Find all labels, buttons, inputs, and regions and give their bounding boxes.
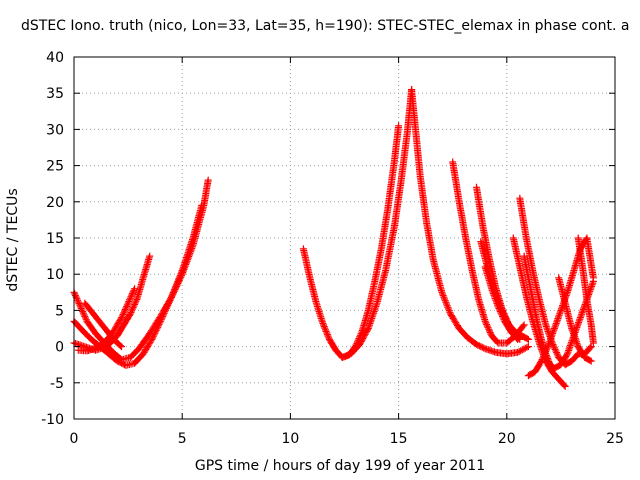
y-tick-label: 30: [46, 122, 64, 138]
series-1: [70, 176, 212, 364]
series-6: [299, 122, 403, 361]
series-markers: [449, 158, 528, 347]
x-tick-label: 20: [498, 431, 516, 447]
series-markers: [70, 176, 212, 364]
series-7: [338, 86, 416, 361]
series-markers: [70, 201, 206, 369]
series-markers: [574, 234, 597, 347]
series-markers: [81, 299, 126, 351]
series-2: [70, 201, 206, 369]
series-15: [520, 252, 558, 372]
chart-title: dSTEC Iono. truth (nico, Lon=33, Lat=35,…: [21, 18, 629, 34]
y-tick-label: 25: [46, 159, 64, 175]
series-12: [481, 263, 522, 343]
y-tick-label: 0: [55, 340, 64, 356]
y-tick-label: 20: [46, 195, 64, 211]
series-8: [408, 86, 532, 358]
x-tick-label: 15: [390, 431, 408, 447]
y-tick-label: 10: [46, 267, 64, 283]
series-5: [81, 299, 126, 351]
x-tick-label: 0: [70, 431, 79, 447]
series-18: [555, 274, 595, 365]
plot-frame: [73, 56, 616, 420]
grid-layer: [74, 57, 615, 419]
y-tick-label: -5: [50, 376, 64, 392]
ticks-layer: 0 5 10 15 20 25 -10 -5 0 5 10 15 20 25 30 35 40: [41, 50, 624, 447]
series-markers: [520, 252, 558, 372]
series-markers: [299, 122, 403, 361]
series-markers: [338, 86, 416, 361]
x-axis-title: GPS time / hours of day 199 of year 2011: [195, 458, 485, 474]
marks-layer: [70, 86, 597, 390]
series-markers: [555, 274, 595, 365]
y-tick-label: 40: [46, 50, 64, 66]
series-markers: [408, 86, 532, 358]
y-axis-title: dSTEC / TECUs: [5, 188, 21, 291]
x-tick-label: 25: [606, 431, 624, 447]
y-tick-label: 5: [55, 303, 64, 319]
series-19: [574, 234, 597, 347]
series-9: [449, 158, 528, 347]
y-tick-label: 35: [46, 86, 64, 102]
y-tick-label: 15: [46, 231, 64, 247]
x-tick-label: 5: [178, 431, 187, 447]
series-markers: [481, 263, 522, 343]
x-tick-label: 10: [281, 431, 299, 447]
y-tick-label: -10: [41, 412, 64, 428]
